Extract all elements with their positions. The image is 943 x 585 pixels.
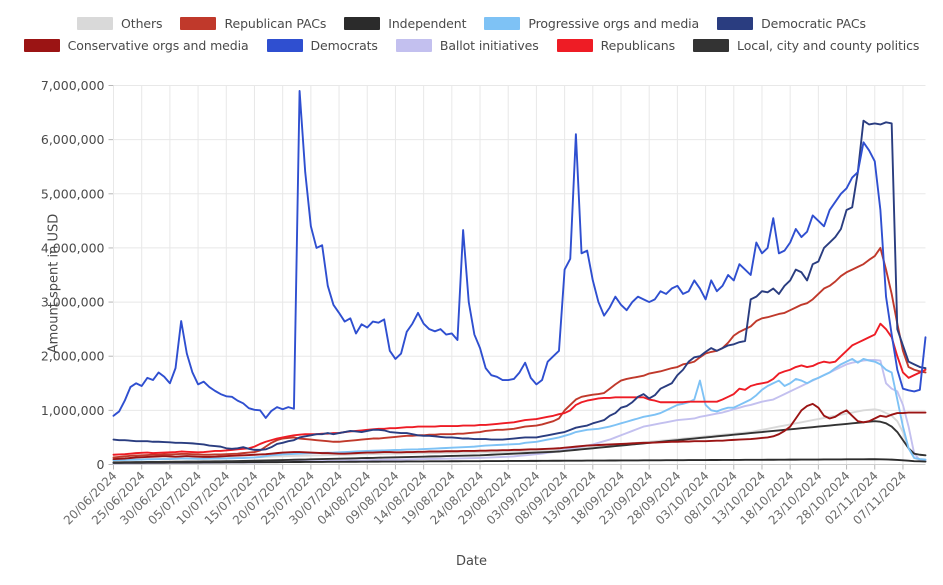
- legend-label: Conservative orgs and media: [67, 37, 249, 53]
- legend-label: Progressive orgs and media: [528, 15, 700, 31]
- legend-swatch-icon: [266, 38, 303, 52]
- legend-swatch-icon: [395, 38, 432, 52]
- legend-item-independent[interactable]: Independent: [344, 16, 466, 31]
- legend-swatch-icon: [77, 16, 114, 30]
- legend-swatch-icon: [717, 16, 754, 30]
- y-tick-label: 7,000,000: [41, 78, 105, 93]
- legend-label: Others: [121, 15, 163, 31]
- legend-label: Democratic PACs: [761, 15, 866, 31]
- legend-item-others[interactable]: Others: [77, 15, 163, 31]
- legend-item-ballot-initiatives[interactable]: Ballot initiatives: [395, 37, 539, 53]
- legend-swatch-icon: [180, 16, 217, 30]
- series-line-progressive-orgs-and-media: [112, 357, 927, 462]
- legend-row-2: Conservative orgs and media Democrats Ba…: [0, 34, 943, 56]
- legend-swatch-icon: [23, 38, 60, 52]
- legend-swatch-icon: [484, 16, 521, 30]
- series-line-democrats: [112, 89, 927, 419]
- series-line-democratic-pacs: [112, 119, 927, 451]
- legend-label: Local, city and county politics: [737, 37, 920, 53]
- legend-label: Ballot initiatives: [439, 37, 539, 53]
- series-line-conservative-orgs-and-media: [112, 402, 927, 461]
- legend-item-democrats[interactable]: Democrats: [266, 37, 378, 53]
- legend-swatch-icon: [344, 16, 381, 30]
- legend-item-republicans[interactable]: Republicans: [556, 37, 676, 53]
- legend-label: Democrats: [310, 37, 378, 53]
- legend-item-democratic-pacs[interactable]: Democratic PACs: [717, 16, 866, 31]
- legend-swatch-icon: [693, 38, 730, 52]
- legend-item-local-city-and-county-politics[interactable]: Local, city and county politics: [693, 38, 919, 53]
- y-tick-label: 4,000,000: [41, 240, 105, 255]
- y-tick-label: 2,000,000: [41, 349, 105, 364]
- legend-item-progressive-orgs-and-media[interactable]: Progressive orgs and media: [484, 16, 699, 31]
- legend-swatch-icon: [556, 38, 593, 52]
- legend-row-1: Others Republican PACs Independent Progr…: [0, 12, 943, 34]
- series-line-republican-pacs: [112, 246, 927, 459]
- y-tick-label: 6,000,000: [41, 132, 105, 147]
- legend-label: Republicans: [600, 37, 676, 53]
- legend-label: Republican PACs: [224, 15, 327, 31]
- y-tick-label: 1,000,000: [41, 403, 105, 418]
- chart-legend: Others Republican PACs Independent Progr…: [0, 12, 943, 56]
- x-axis-title: Date: [455, 554, 488, 569]
- series-line-independent: [112, 458, 927, 464]
- legend-item-conservative-orgs-and-media[interactable]: Conservative orgs and media: [23, 37, 249, 53]
- series-line-republicans: [112, 322, 927, 456]
- y-tick-label: 0: [97, 457, 105, 472]
- legend-item-republican-pacs[interactable]: Republican PACs: [180, 16, 326, 31]
- series-line-local-city-and-county-politics: [112, 420, 927, 464]
- y-tick-label: 3,000,000: [41, 295, 105, 310]
- legend-label: Independent: [388, 15, 467, 31]
- y-tick-label: 5,000,000: [41, 186, 105, 201]
